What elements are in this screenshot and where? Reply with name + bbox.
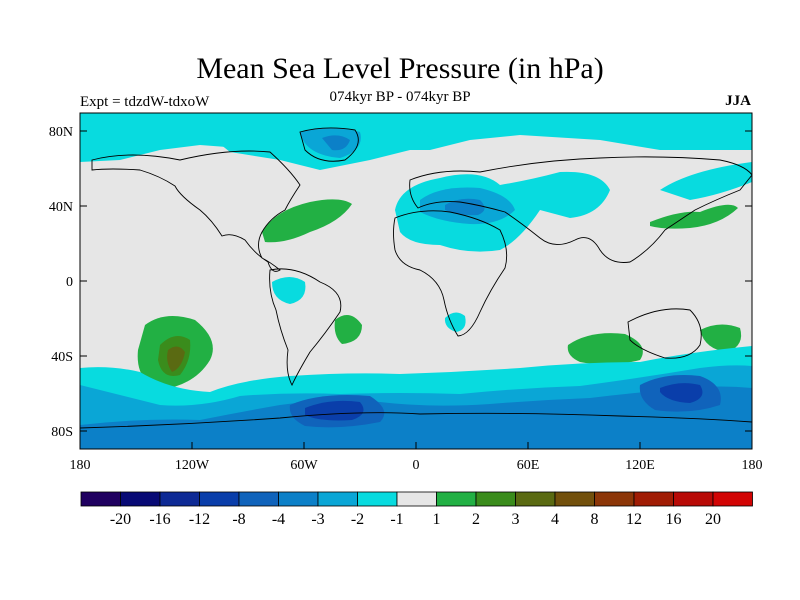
colorbar-cell <box>712 491 753 507</box>
lon-label: 60E <box>517 458 540 473</box>
anomaly-fareast-neg1 <box>660 162 752 200</box>
lat-label: 0 <box>66 275 73 290</box>
map-title: Mean Sea Level Pressure (in hPa) <box>196 52 604 85</box>
anomaly-s-indian-pos1 <box>567 333 643 365</box>
colorbar <box>80 491 753 507</box>
colorbar-cell <box>633 491 674 507</box>
south-america-outline <box>269 268 342 387</box>
lon-label: 120E <box>625 458 655 473</box>
colorbar-cell <box>554 491 595 507</box>
anomaly-atlantic-pos1 <box>262 199 352 243</box>
lat-label: 40S <box>51 350 73 365</box>
colorbar-label: 1 <box>433 511 441 528</box>
lon-label: 180 <box>70 458 91 473</box>
colorbar-cell <box>396 491 437 507</box>
colorbar-label: -8 <box>232 511 245 528</box>
colorbar-label: -2 <box>351 511 364 528</box>
colorbar-label: -12 <box>189 511 210 528</box>
colorbar-label: 8 <box>591 511 599 528</box>
lat-label: 80S <box>51 425 73 440</box>
lon-label: 180 <box>742 458 763 473</box>
anomaly-greenland-neg3 <box>322 135 350 151</box>
colorbar-cell <box>159 491 200 507</box>
anomaly-southern-neg3 <box>80 386 752 449</box>
colorbar-label: -4 <box>272 511 285 528</box>
colorbar-cell <box>317 491 358 507</box>
colorbar-cell <box>673 491 714 507</box>
experiment-label: Expt = tdzdW-tdxoW <box>80 94 210 110</box>
colorbar-label: 16 <box>666 511 682 528</box>
colorbar-cell <box>594 491 635 507</box>
colorbar-label: -1 <box>390 511 403 528</box>
lat-label: 40N <box>49 200 73 215</box>
australia-outline <box>627 308 702 359</box>
colorbar-label: 12 <box>626 511 642 528</box>
colorbar-label: 4 <box>551 511 559 528</box>
anomaly-pacific-nw-pos1 <box>650 204 738 229</box>
anomaly-s-atlantic-pos1 <box>334 315 362 344</box>
colorbar-labels: -20 -16 -12 -8 -4 -3 -2 -1 1 2 3 4 8 12 16 20 <box>110 511 721 528</box>
anomaly-southern-neg8b <box>660 383 703 403</box>
anomaly-s-pacific-pos3 <box>167 346 185 372</box>
lon-label: 0 <box>413 458 420 473</box>
colorbar-cell <box>199 491 240 507</box>
lon-axis: 180 120W 60W 0 60E 120E 180 <box>70 442 763 473</box>
anomaly-africa-neg1 <box>444 312 466 332</box>
colorbar-cell <box>80 491 121 507</box>
colorbar-cell <box>436 491 477 507</box>
lat-label: 80N <box>49 125 73 140</box>
eurasia-outline <box>409 156 752 263</box>
map-subtitle: 074kyr BP - 074kyr BP <box>329 89 471 105</box>
anomaly-tasman-pos1 <box>700 324 742 352</box>
africa-outline <box>393 210 508 337</box>
season-label: JJA <box>725 93 751 109</box>
colorbar-cell <box>278 491 319 507</box>
lat-axis: 80N 40N 0 40S 80S <box>49 125 752 440</box>
colorbar-cell <box>515 491 556 507</box>
pressure-field <box>80 113 752 449</box>
colorbar-cell <box>357 491 398 507</box>
colorbar-label: 20 <box>705 511 721 528</box>
colorbar-label: -16 <box>149 511 170 528</box>
anomaly-brazil-neg1 <box>272 277 306 304</box>
colorbar-cell <box>120 491 161 507</box>
coastlines <box>80 127 752 429</box>
anomaly-eurasia-neg3 <box>445 198 485 216</box>
colorbar-label: -20 <box>110 511 131 528</box>
anomaly-southern-neg8a <box>305 400 364 421</box>
colorbar-cell <box>475 491 516 507</box>
lon-label: 60W <box>290 458 318 473</box>
antarctica-coast <box>80 412 752 429</box>
colorbar-label: 2 <box>472 511 480 528</box>
greenland-outline <box>299 127 359 162</box>
colorbar-label: -3 <box>311 511 324 528</box>
lon-label: 120W <box>175 458 210 473</box>
colorbar-cell <box>238 491 279 507</box>
colorbar-label: 3 <box>512 511 520 528</box>
